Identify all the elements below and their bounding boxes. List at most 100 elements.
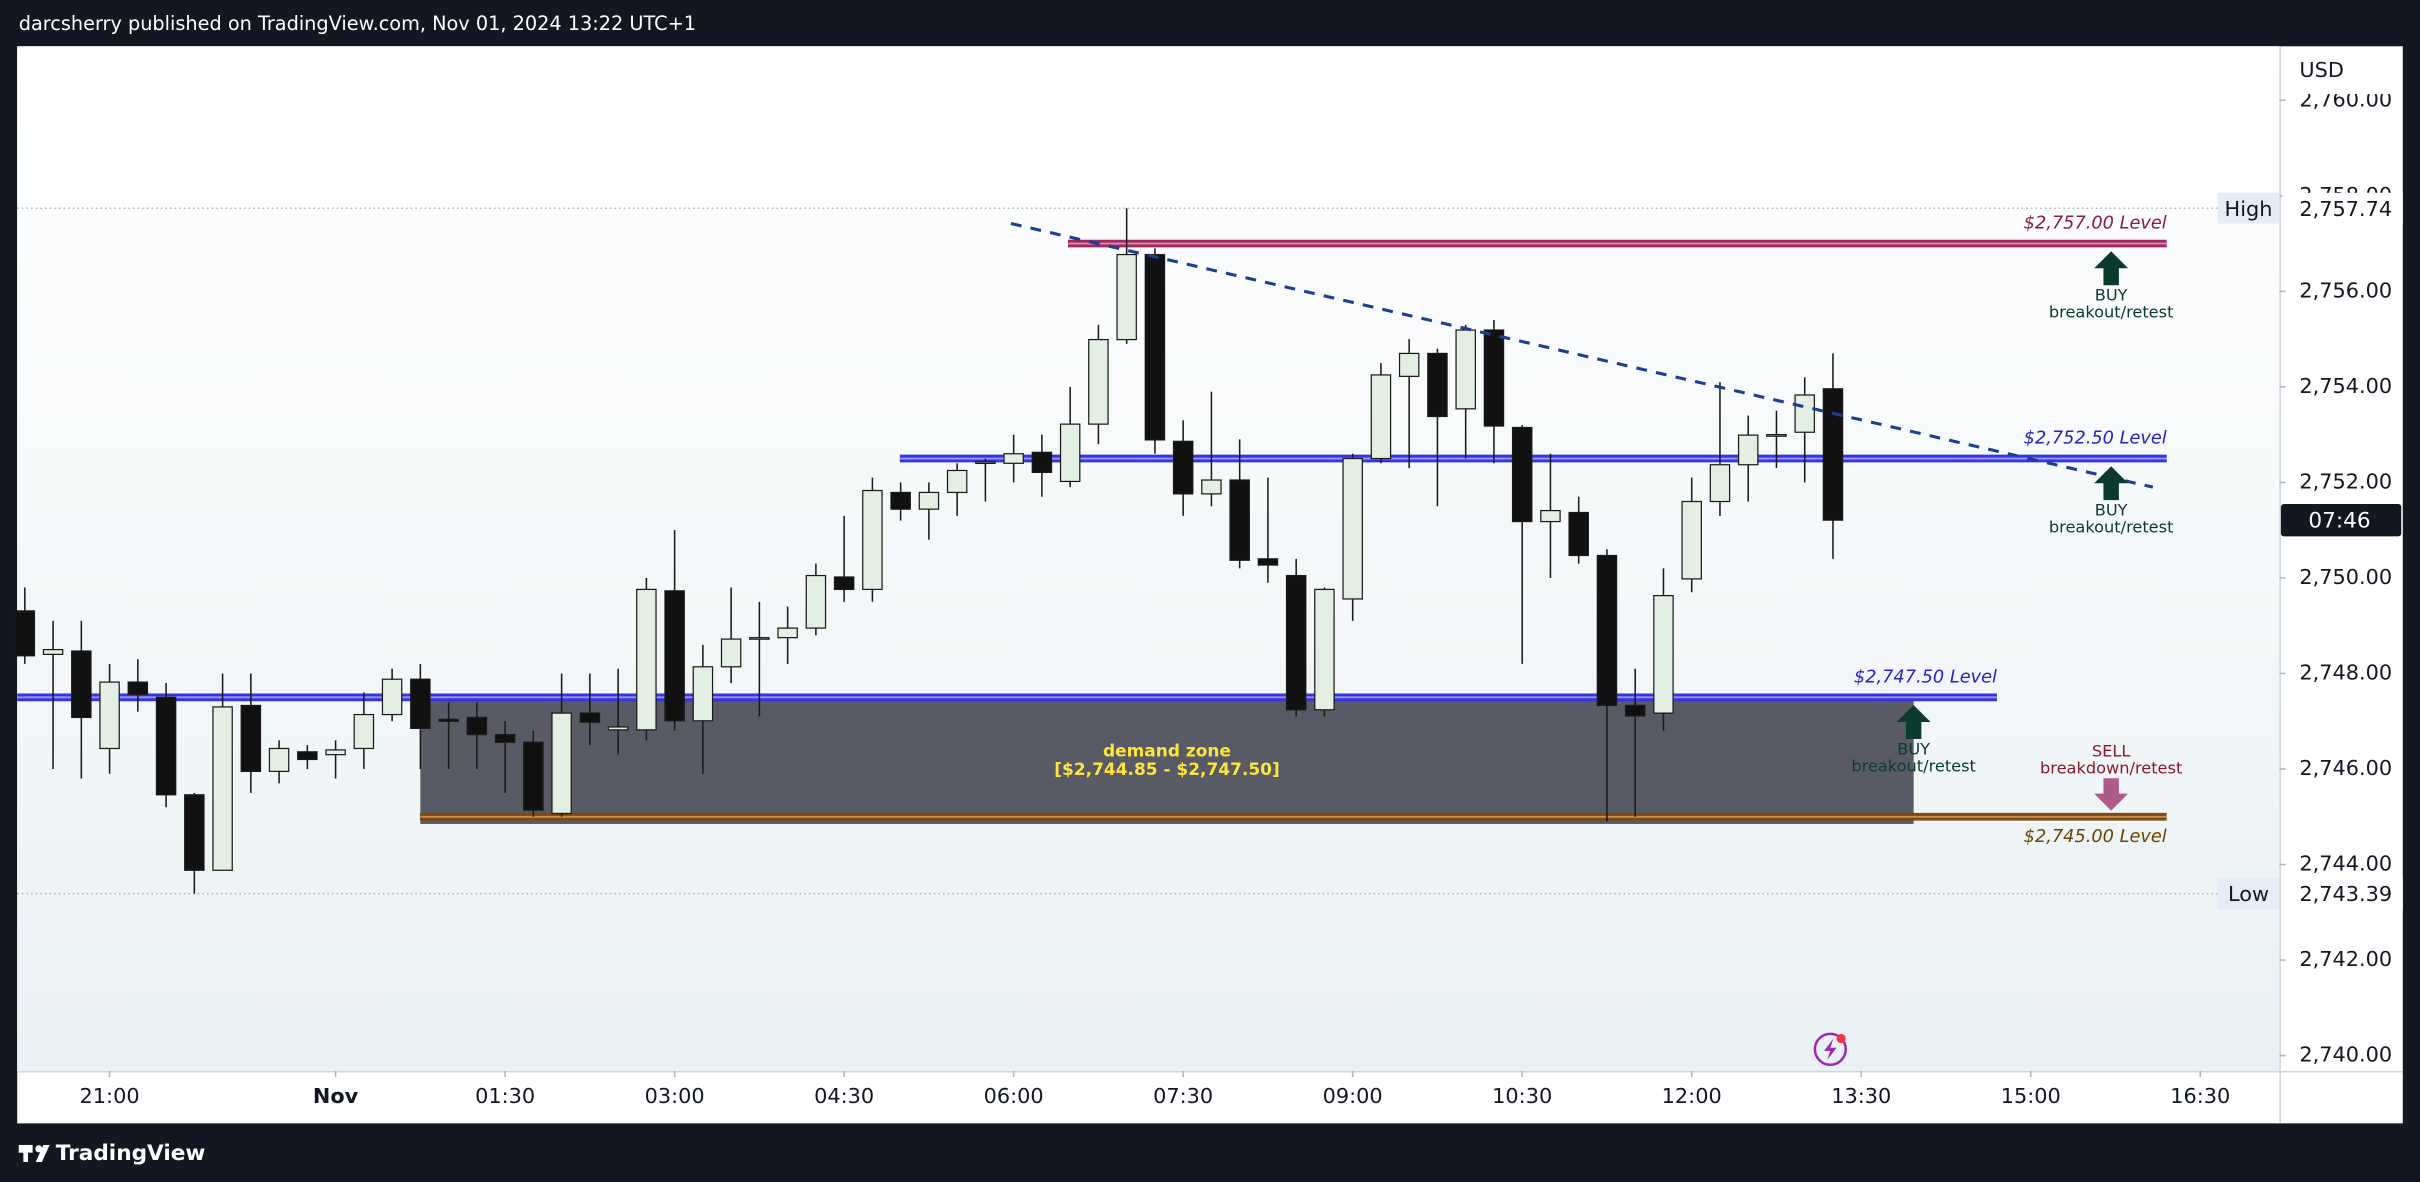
candle-body [1144,253,1166,441]
extreme-name-box [2217,878,2280,910]
signal-action: BUY [2095,500,2128,519]
trendline [1010,222,2154,489]
candle-body [1511,426,1533,523]
candle-body [918,491,940,510]
candle-body [353,713,375,750]
y-tick-label: 2,750.00 [2299,565,2392,589]
signal-arrow [2094,251,2129,286]
candle-body [410,678,431,730]
level-label: $2,745.00 Level [2024,827,2167,847]
y-tick-label: 2,748.00 [2299,660,2392,684]
signal-action: BUY [2095,286,2128,305]
x-tick-label: 12:00 [1662,1084,1722,1108]
extreme-value: 2,743.39 [2299,882,2392,906]
candle-body [1794,394,1815,433]
signal-arrow [1896,705,1931,740]
candle-body [636,588,657,731]
candle-body [184,794,205,871]
candle-body [466,716,488,736]
candle-body [1737,434,1759,466]
candle-body [1624,704,1646,717]
x-tick-label: 03:00 [645,1084,705,1108]
signal-note: breakout/retest [2049,303,2174,322]
axis-layer: 21:00 Nov 01:30 03:00 04:30 06:00 07:30 09:00 10… [80,47,2403,1108]
extreme-value: 2,757.74 [2299,197,2392,221]
candle-body [1314,588,1335,711]
candle-body [946,469,968,494]
y-tick-label: 2,754.00 [2299,374,2392,398]
candle-body [890,491,911,510]
plot-layer: demand zone[$2,744.85 - $2,747.50] $2,757… [14,207,2280,895]
candle-body [579,712,601,723]
signal-action: BUY [1897,739,1930,758]
x-tick-label: 04:30 [814,1084,874,1108]
footer-brand: TradingView [56,1141,206,1166]
alert-icon [1813,1032,1847,1066]
candle-body [720,638,742,668]
candle-body [1653,594,1674,714]
candle-body [1709,464,1731,503]
currency: USD [2299,58,2344,82]
candle-body [664,590,685,722]
extreme-name: High [2225,197,2273,221]
signal-action: SELL [2092,741,2131,760]
candle-body [1088,338,1109,425]
candle-body [1822,388,1844,521]
candle-body [833,576,855,591]
candle-body [523,741,544,811]
extreme-value-box [2282,878,2403,910]
currency-box [2282,47,2400,95]
x-tick-label: Nov [313,1084,359,1108]
candle-body [1483,329,1505,427]
candle-body [1568,511,1589,557]
candle-body [1201,479,1222,495]
candle-body [1059,423,1081,483]
countdown: 07:46 [2308,509,2370,534]
plot-area [17,46,2280,1071]
extreme-name: Low [2228,882,2269,906]
level-label: $2,757.00 Level [2024,214,2167,234]
candle-body [14,610,36,657]
signal-note: breakdown/retest [2040,758,2182,777]
x-tick-label: 10:30 [1492,1084,1552,1108]
candle-body [975,461,996,465]
candle-body [325,749,346,756]
candle-body [212,706,233,871]
countdown-box [2280,503,2402,537]
signal-arrow [2094,466,2129,501]
candle-body [71,650,92,719]
candle-body [381,678,403,716]
tradingview-logo [18,1144,50,1162]
publish-header: darcsherry published on TradingView.com,… [19,12,696,35]
candle-body [692,666,714,722]
candle-body [1342,457,1363,600]
candle-body [1031,451,1053,473]
candle-body [1427,352,1448,418]
candle-body [1596,554,1618,707]
candle-body [240,704,262,773]
candle-body [1229,479,1250,561]
candle-body [1540,509,1561,523]
candle-body [155,696,177,796]
candle-body [1116,253,1137,341]
x-tick-label: 07:30 [1153,1084,1213,1108]
candle-body [1257,558,1279,566]
candle-body [438,718,459,722]
candle-body [1455,329,1476,410]
candle-body [805,574,827,629]
extreme-value-box [2282,192,2403,224]
x-tick-label: 01:30 [475,1084,535,1108]
candle-body [1398,352,1420,377]
x-tick-label: 09:00 [1323,1084,1383,1108]
level-label: $2,747.50 Level [1854,667,1997,687]
y-tick-label: 2,744.00 [2299,852,2392,876]
candle-body [862,489,883,591]
zone-range: [$2,744.85 - $2,747.50] [1054,760,1279,780]
y-tick-label: 2,746.00 [2299,756,2392,780]
candle-body [777,627,798,639]
x-tick-label: 16:30 [2170,1084,2230,1108]
signal-note: breakout/retest [2049,517,2174,536]
extreme-name-box [2217,192,2280,224]
